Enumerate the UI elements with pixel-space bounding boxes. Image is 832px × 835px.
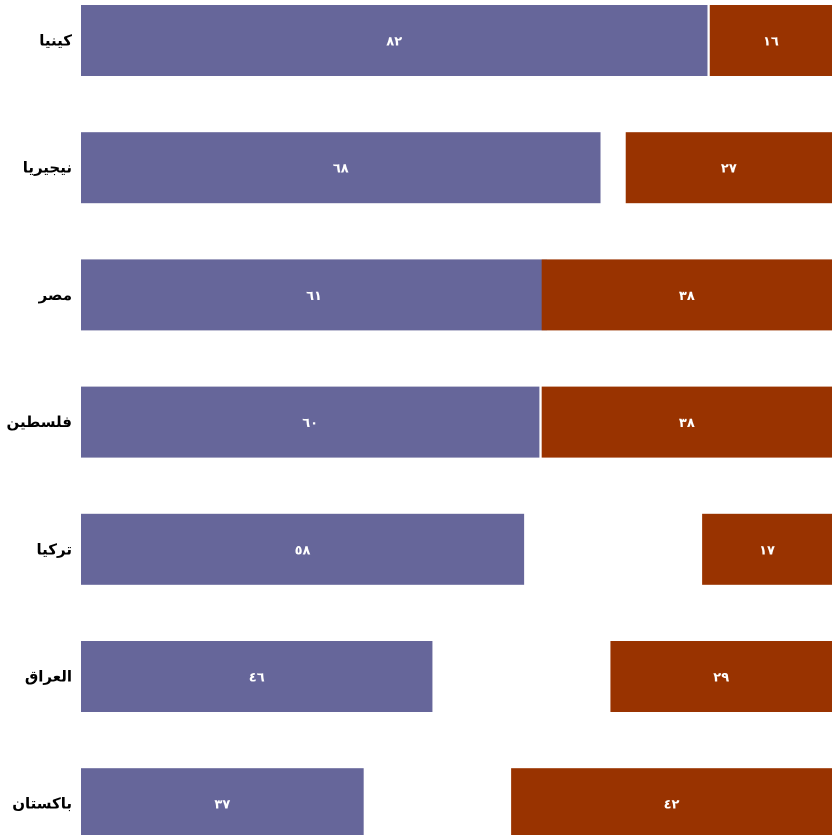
bar-series-2 — [625, 132, 832, 204]
data-label-series-1: ٣٧ — [214, 797, 230, 812]
category-label: باكستان — [12, 796, 72, 813]
bar-series-1 — [81, 641, 433, 712]
data-label-series-1: ٦١ — [306, 288, 322, 303]
category-label: كينيا — [39, 33, 72, 50]
category-label: مصر — [38, 287, 72, 304]
bar-series-1 — [81, 132, 601, 204]
data-label-series-2: ١٦ — [763, 34, 779, 49]
bar-series-1 — [81, 259, 548, 331]
bar-series-2 — [541, 259, 832, 331]
data-label-series-2: ١٧ — [759, 542, 775, 557]
data-label-series-2: ٢٧ — [721, 161, 737, 176]
data-label-series-1: ٦٨ — [333, 161, 349, 176]
category-label: العراق — [25, 669, 72, 686]
data-label-series-1: ٦٠ — [302, 415, 318, 430]
data-label-series-2: ٣٨ — [679, 415, 695, 430]
data-label-series-1: ٤٦ — [249, 670, 265, 685]
bar-series-2 — [541, 386, 832, 458]
labels-layer: كينيا ٨٢ ١٦ نيجيريا ٦٨ ٢٧ مصر ٦١ ٣٨ فلسطين ٦٠ ٣٨ ترك… — [7, 33, 779, 813]
category-label: فلسطين — [7, 414, 72, 431]
data-label-series-2: ٤٢ — [664, 797, 680, 812]
data-label-series-1: ٥٨ — [295, 542, 311, 557]
bar-series-1 — [81, 386, 540, 458]
bar-series-1 — [81, 513, 525, 585]
category-label: تركيا — [37, 541, 72, 558]
bars-layer — [81, 5, 832, 835]
bar-series-1 — [81, 768, 364, 835]
bar-series-2 — [610, 641, 832, 712]
bar-series-1 — [81, 5, 708, 76]
bar-series-2 — [709, 5, 832, 76]
data-label-series-1: ٨٢ — [386, 34, 402, 49]
category-label: نيجيريا — [23, 160, 72, 177]
bar-series-2 — [702, 513, 832, 585]
data-label-series-2: ٣٨ — [679, 288, 695, 303]
bar-series-2 — [511, 768, 832, 835]
data-label-series-2: ٢٩ — [713, 670, 729, 685]
